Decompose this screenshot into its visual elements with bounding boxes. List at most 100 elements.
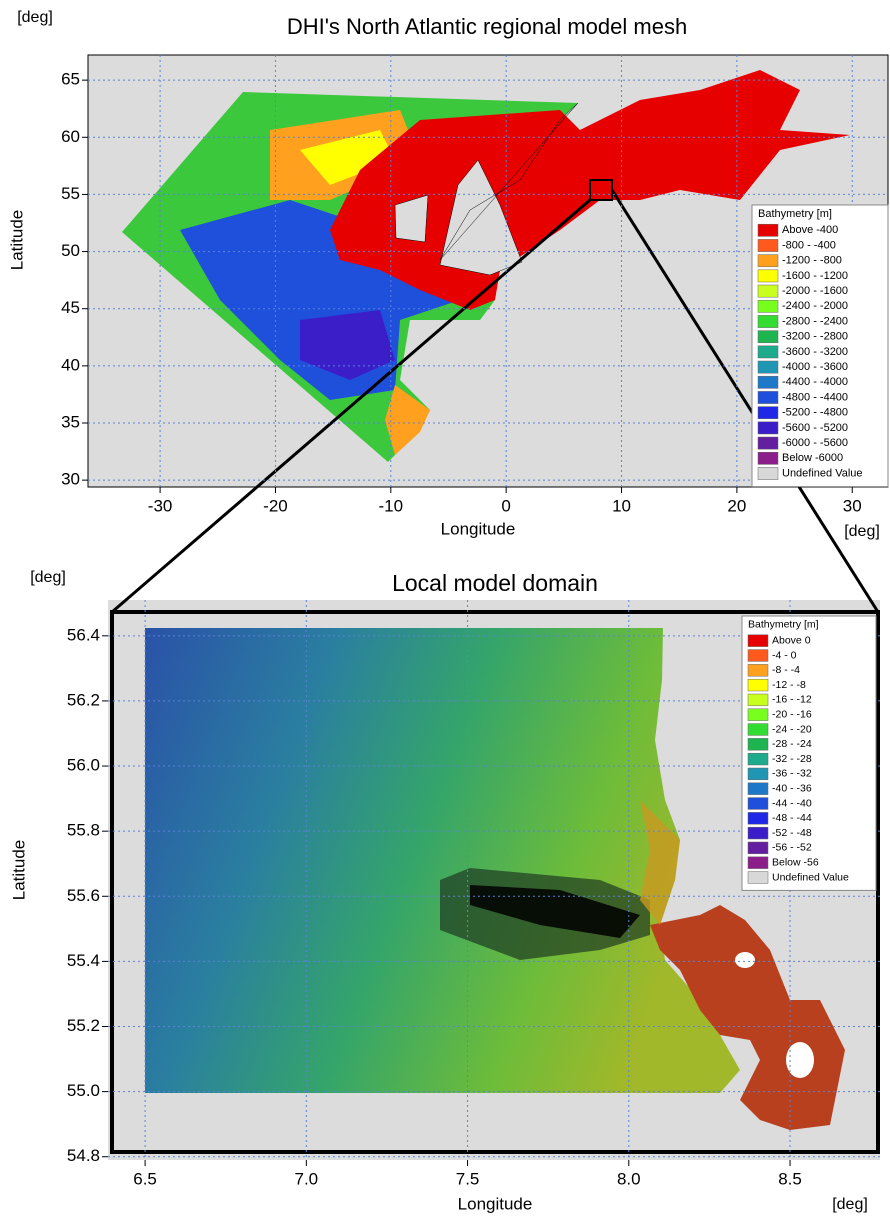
legend-label: -44 - -40 [772,797,812,809]
x-tick-label: -10 [379,496,404,515]
legend-swatch [748,679,768,691]
legend-label: -2000 - -1600 [782,285,848,297]
legend-swatch [748,709,768,721]
y-tick-label: 54.8 [67,1146,100,1165]
x-tick-label: 8.0 [617,1169,641,1188]
legend-swatch [748,798,768,810]
y-tick-label: 60 [61,127,80,146]
legend-swatch [748,768,768,780]
y-tick-label: 56.0 [67,756,100,775]
legend-label: -5600 - -5200 [782,422,848,434]
y-tick-label: 30 [61,470,80,489]
legend-label: Above -400 [782,224,838,236]
legend-swatch [748,872,768,884]
legend-label: Below -56 [772,856,819,868]
legend-label: -800 - -400 [782,239,836,251]
chart-title: DHI's North Atlantic regional model mesh [287,14,687,39]
axis-unit: [deg] [17,9,53,26]
axis-title: Longitude [441,519,516,538]
axis-title: Latitude [7,210,26,271]
legend-swatch [758,376,778,388]
legend-swatch [748,694,768,706]
legend-swatch [748,827,768,839]
legend-swatch [748,857,768,869]
x-tick-label: 20 [727,496,746,515]
legend-swatch [758,270,778,282]
legend-swatch [748,738,768,750]
legend-label: Below -6000 [782,452,843,464]
legend-swatch [748,783,768,795]
legend-swatch [748,812,768,824]
y-tick-label: 55.8 [67,821,100,840]
legend-label: -4000 - -3600 [782,361,848,373]
legend-swatch [758,331,778,343]
y-tick-label: 56.2 [67,690,100,709]
legend-title: Bathymetry [m] [748,619,819,631]
y-tick-label: 50 [61,241,80,260]
legend-swatch [758,285,778,297]
legend-swatch [748,635,768,647]
legend-label: -28 - -24 [772,738,812,750]
axis-title: Longitude [458,1194,533,1213]
x-tick-label: 6.5 [133,1169,157,1188]
legend-swatch [748,753,768,765]
legend-label: -1600 - -1200 [782,270,848,282]
legend-label: -24 - -20 [772,723,812,735]
legend-swatch [748,664,768,676]
legend-swatch [758,467,778,479]
legend-swatch [758,255,778,267]
legend-label: -20 - -16 [772,708,812,720]
x-tick-label: -20 [263,496,288,515]
legend-label: -3600 - -3200 [782,346,848,358]
x-tick-label: 7.0 [295,1169,319,1188]
axis-unit: [deg] [844,523,880,540]
axis-unit: [deg] [832,1196,868,1213]
legend-label: -32 - -28 [772,753,812,765]
legend-swatch [758,346,778,358]
legend-label: -4800 - -4400 [782,391,848,403]
legend-label: -56 - -52 [772,842,812,854]
x-tick-label: 8.5 [778,1169,802,1188]
legend-label: -4 - 0 [772,649,797,661]
x-tick-label: -30 [148,496,173,515]
y-tick-label: 40 [61,355,80,374]
y-tick-label: 55.2 [67,1016,100,1035]
legend-swatch [758,407,778,419]
legend-label: -5200 - -4800 [782,407,848,419]
legend-label: -2800 - -2400 [782,315,848,327]
legend-swatch [758,361,778,373]
legend-label: Undefined Value [772,871,849,883]
legend-label: -8 - -4 [772,664,800,676]
legend-swatch [758,239,778,251]
axis-title: Latitude [9,840,28,901]
legend-label: -40 - -36 [772,782,812,794]
legend-label: -36 - -32 [772,768,812,780]
legend-swatch [758,300,778,312]
legend-label: -4400 - -4000 [782,376,848,388]
legend-swatch [758,224,778,236]
legend-label: -3200 - -2800 [782,331,848,343]
legend-label: Above 0 [772,634,811,646]
legend-swatch [758,452,778,464]
x-tick-label: 0 [501,496,510,515]
legend-swatch [748,842,768,854]
legend-swatch [748,724,768,736]
legend-label: -1200 - -800 [782,255,842,267]
y-tick-label: 55.6 [67,886,100,905]
legend-label: -2400 - -2000 [782,300,848,312]
legend-swatch [758,315,778,327]
y-tick-label: 56.4 [67,625,100,644]
x-tick-label: 10 [612,496,631,515]
y-tick-label: 55.4 [67,951,100,970]
y-tick-label: 45 [61,298,80,317]
y-tick-label: 55.0 [67,1081,100,1100]
y-tick-label: 65 [61,70,80,89]
x-tick-label: 7.5 [456,1169,480,1188]
chart-title: Local model domain [392,570,598,596]
legend-label: -16 - -12 [772,694,812,706]
legend-label: -52 - -48 [772,827,812,839]
legend-label: -48 - -44 [772,812,812,824]
legend-swatch [758,391,778,403]
figure: -30-20-1001020303035404550556065DHI's No… [0,0,890,1220]
legend-label: Undefined Value [782,467,863,479]
